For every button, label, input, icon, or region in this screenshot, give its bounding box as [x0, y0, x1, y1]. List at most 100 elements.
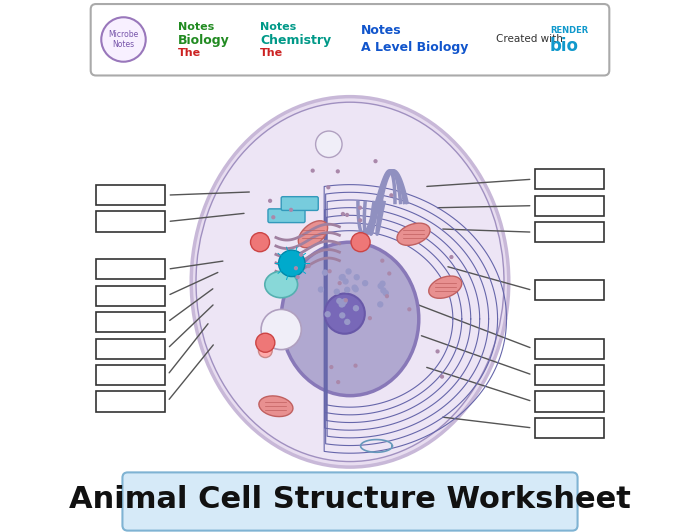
Circle shape — [440, 375, 444, 379]
Circle shape — [307, 264, 311, 268]
Circle shape — [328, 269, 332, 273]
Circle shape — [435, 350, 440, 354]
Circle shape — [261, 310, 301, 350]
FancyBboxPatch shape — [536, 222, 604, 242]
Text: Chemistry: Chemistry — [260, 34, 331, 46]
Circle shape — [326, 185, 330, 189]
Circle shape — [271, 215, 275, 219]
FancyBboxPatch shape — [96, 259, 164, 279]
Text: bio: bio — [550, 37, 579, 55]
Circle shape — [387, 271, 391, 276]
Circle shape — [256, 333, 275, 352]
FancyBboxPatch shape — [96, 338, 164, 359]
Circle shape — [344, 319, 351, 325]
Circle shape — [362, 280, 368, 286]
Circle shape — [336, 169, 340, 173]
Circle shape — [279, 250, 305, 277]
Circle shape — [353, 305, 359, 311]
Circle shape — [368, 316, 372, 320]
Circle shape — [334, 288, 340, 295]
Circle shape — [268, 198, 272, 203]
FancyBboxPatch shape — [96, 212, 164, 231]
Ellipse shape — [397, 223, 430, 245]
Circle shape — [385, 294, 389, 298]
Circle shape — [311, 169, 315, 173]
Text: A Level Biology: A Level Biology — [360, 41, 468, 54]
Text: The: The — [260, 48, 284, 58]
Circle shape — [380, 287, 386, 294]
Circle shape — [289, 207, 293, 212]
Circle shape — [340, 301, 346, 307]
Circle shape — [344, 287, 351, 293]
Circle shape — [373, 159, 377, 163]
FancyBboxPatch shape — [536, 338, 604, 359]
Circle shape — [299, 253, 303, 257]
Circle shape — [295, 275, 300, 279]
Circle shape — [339, 275, 345, 281]
Circle shape — [377, 283, 384, 289]
Circle shape — [341, 298, 347, 305]
Circle shape — [345, 268, 351, 275]
Ellipse shape — [196, 102, 504, 462]
FancyBboxPatch shape — [536, 280, 604, 301]
FancyBboxPatch shape — [96, 392, 164, 412]
FancyBboxPatch shape — [96, 312, 164, 332]
Text: Microbe
Notes: Microbe Notes — [108, 30, 139, 49]
Ellipse shape — [191, 97, 509, 467]
FancyBboxPatch shape — [96, 365, 164, 385]
Circle shape — [353, 286, 359, 293]
Circle shape — [354, 274, 360, 280]
Ellipse shape — [265, 271, 298, 298]
Circle shape — [339, 301, 345, 307]
Circle shape — [318, 286, 324, 293]
Circle shape — [341, 212, 345, 216]
Circle shape — [102, 17, 146, 62]
Circle shape — [449, 255, 454, 259]
Circle shape — [258, 344, 272, 358]
FancyBboxPatch shape — [536, 418, 604, 438]
Text: RENDER: RENDER — [550, 26, 588, 35]
Ellipse shape — [259, 396, 293, 417]
Circle shape — [344, 298, 348, 302]
FancyBboxPatch shape — [281, 197, 318, 211]
Circle shape — [325, 294, 365, 334]
FancyBboxPatch shape — [536, 196, 604, 215]
Circle shape — [251, 232, 270, 252]
Text: Notes: Notes — [178, 22, 214, 32]
Text: Notes: Notes — [360, 24, 401, 37]
Circle shape — [294, 266, 298, 270]
FancyBboxPatch shape — [536, 392, 604, 412]
FancyBboxPatch shape — [96, 286, 164, 306]
Circle shape — [316, 131, 342, 157]
Text: Notes: Notes — [260, 22, 296, 32]
FancyBboxPatch shape — [91, 4, 609, 76]
Circle shape — [340, 274, 346, 280]
FancyBboxPatch shape — [536, 169, 604, 189]
Circle shape — [329, 365, 333, 369]
Circle shape — [339, 312, 345, 319]
FancyBboxPatch shape — [268, 209, 305, 222]
Circle shape — [345, 213, 349, 217]
Circle shape — [379, 280, 386, 287]
Circle shape — [351, 232, 370, 252]
Circle shape — [325, 311, 331, 318]
FancyBboxPatch shape — [536, 365, 604, 385]
Circle shape — [351, 285, 358, 291]
Circle shape — [389, 193, 393, 197]
Circle shape — [322, 269, 328, 276]
Text: Animal Cell Structure Worksheet: Animal Cell Structure Worksheet — [69, 485, 631, 514]
Text: Created with: Created with — [496, 35, 562, 45]
Ellipse shape — [281, 242, 419, 396]
Ellipse shape — [428, 276, 462, 298]
Circle shape — [337, 281, 342, 285]
Ellipse shape — [298, 221, 328, 248]
Circle shape — [377, 301, 384, 307]
Circle shape — [358, 218, 363, 222]
Circle shape — [380, 259, 384, 263]
Circle shape — [342, 278, 349, 285]
Circle shape — [336, 380, 340, 384]
Circle shape — [407, 307, 412, 311]
Text: The: The — [178, 48, 201, 58]
Circle shape — [354, 363, 358, 368]
Text: Biology: Biology — [178, 34, 230, 46]
